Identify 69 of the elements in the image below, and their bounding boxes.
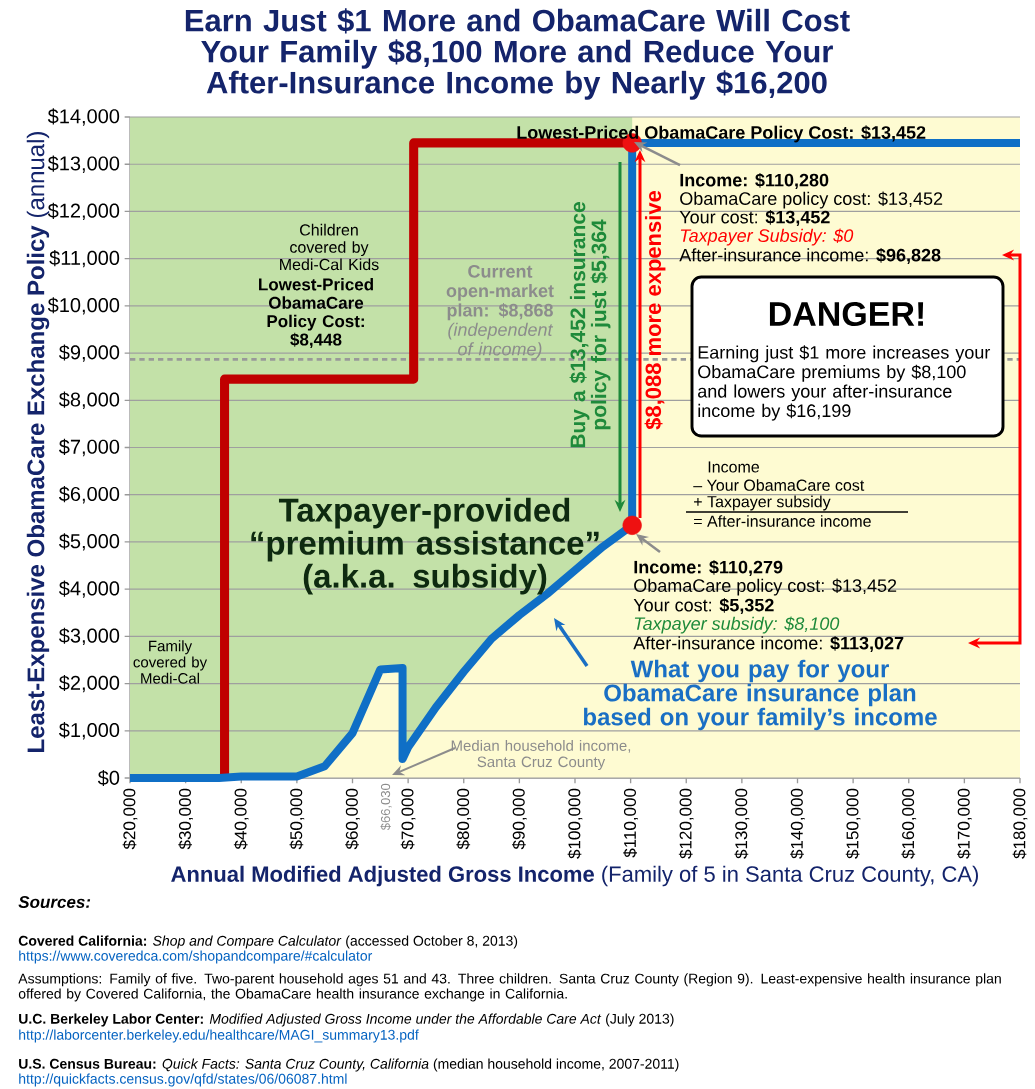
x-tick-label: $70,000 <box>400 788 416 850</box>
x-tick-label: $160,000 <box>901 788 917 859</box>
x-tick-label: $50,000 <box>289 788 305 850</box>
y-tick-label: $14,000 <box>47 108 120 126</box>
x-tick-label: $120,000 <box>678 788 694 859</box>
annotation: What you pay for your ObamaCare insurance plan based on your family’s income <box>583 659 937 731</box>
x-tick-label: $130,000 <box>734 788 750 859</box>
y-tick-label: $12,000 <box>47 202 120 221</box>
annotation: DANGER! <box>769 301 924 327</box>
y-tick-label: $5,000 <box>58 533 120 551</box>
text: Assumptions: Family of five. Two-parent household ages 51 and 43. Three children. Santa Cruz County (Region 9). Least-expensive health insurance plan offered by Covered California, the ObamaCare health insurance exchange in California. <box>18 973 1001 1002</box>
annotation: After-insurance income: $96,828 <box>679 247 941 265</box>
annotation: $66,030 <box>380 783 392 831</box>
x-tick-label: $110,000 <box>623 788 638 858</box>
y-tick-label: $1,000 <box>58 722 120 740</box>
y-tick-label: $2,000 <box>58 674 120 693</box>
x-tick-label: $30,000 <box>178 788 193 850</box>
x-tick-label: $90,000 <box>511 788 527 850</box>
annotation: Lowest-Priced ObamaCare Policy Cost: $13,452 <box>517 125 926 143</box>
y-tick-label: $3,000 <box>58 627 120 646</box>
annotation: Earning just $1 more increases your ObamaCare premiums by $8,100 and lowers your after-insurance income by $16,199 <box>698 345 991 421</box>
chart-title: Earn Just $1 More and ObamaCare Will Cost Your Family $8,100 More and Reduce Your After-Insurance Income by Nearly $16,200 <box>185 8 850 100</box>
annotation: ObamaCare policy cost: $13,452 <box>634 578 897 596</box>
annotation: $8,088 more expensive <box>644 190 666 430</box>
annotation: = After-insurance income <box>694 515 871 527</box>
x-tick-label: $150,000 <box>845 788 861 859</box>
annotation: Buy a $13,452 insurance policy for just $5,364 <box>569 202 611 448</box>
source-note: Sources: <box>18 895 91 909</box>
x-tick-label: $60,000 <box>345 788 360 850</box>
x-tick-label: $140,000 <box>790 788 805 859</box>
y-tick-label: $0 <box>97 769 120 787</box>
text: Covered California: Shop and Compare Calculator (accessed October 8, 2013) <box>18 935 518 949</box>
annotation: Taxpayer subsidy: $8,100 <box>634 616 840 634</box>
y-tick-label: $6,000 <box>58 486 120 504</box>
annotation: – Your ObamaCare cost <box>693 479 865 491</box>
x-tick-label: $40,000 <box>233 788 249 850</box>
x-tick-label: $170,000 <box>956 788 972 859</box>
annotation: Income <box>708 461 760 473</box>
text: https://www.coveredca.com/shopandcompare/#calculator <box>19 950 373 964</box>
annotation: + Taxpayer subsidy <box>694 495 831 511</box>
annotation: Lowest-Priced ObamaCare Policy Cost: $8,448 <box>259 277 373 349</box>
annotation: Income: $110,280 <box>680 172 829 190</box>
annotation: Taxpayer Subsidy: $0 <box>680 228 854 246</box>
x-tick-label: $100,000 <box>567 788 583 859</box>
annotation: Children covered by Medi-Cal Kids <box>280 223 379 271</box>
x-tick-label: $80,000 <box>456 788 472 850</box>
text: U.S. Census Bureau: Quick Facts: Santa Cruz County, California (median household income, 2007-2011) <box>19 1058 679 1072</box>
annotation: Your cost: $5,352 <box>633 597 774 615</box>
y-tick-label: $10,000 <box>47 297 120 315</box>
annotation: Taxpayer-provided “premium assistance” (a.k.a. subsidy) <box>251 497 599 595</box>
text: U.C. Berkeley Labor Center: Modified Adjusted Gross Income under the Affordable Care Act (July 2013) <box>19 1013 674 1027</box>
annotation: ObamaCare policy cost: $13,452 <box>680 191 943 209</box>
y-tick-label: $9,000 <box>58 344 120 362</box>
annotation: After-insurance income: $113,027 <box>633 635 904 653</box>
y-tick-label: $4,000 <box>58 580 120 598</box>
x-tick-label: $20,000 <box>122 788 138 850</box>
y-tick-label: $13,000 <box>47 155 120 173</box>
annotation: Family covered by Medi-Cal <box>133 640 208 684</box>
annotation: Your cost: $13,452 <box>679 209 830 227</box>
x-tick-label: $180,000 <box>1012 788 1028 859</box>
y-tick-label: $7,000 <box>58 438 120 457</box>
text: http://laborcenter.berkeley.edu/healthcare/MAGI_summary13.pdf <box>19 1029 419 1043</box>
annotation: Median household income, Santa Cruz County <box>451 739 631 771</box>
y-tick-label: $11,000 <box>49 249 120 268</box>
y-tick-label: $8,000 <box>58 391 120 409</box>
x-axis-title: Annual Modified Adjusted Gross Income (Family of 5 in Santa Cruz County, CA) <box>171 865 978 887</box>
annotation: Current open-market plan: $8,868 (independent of income) <box>446 264 554 360</box>
text: http://quickfacts.census.gov/qfd/states/06/06087.html <box>19 1073 347 1087</box>
annotation: Income: $110,279 <box>634 559 783 577</box>
